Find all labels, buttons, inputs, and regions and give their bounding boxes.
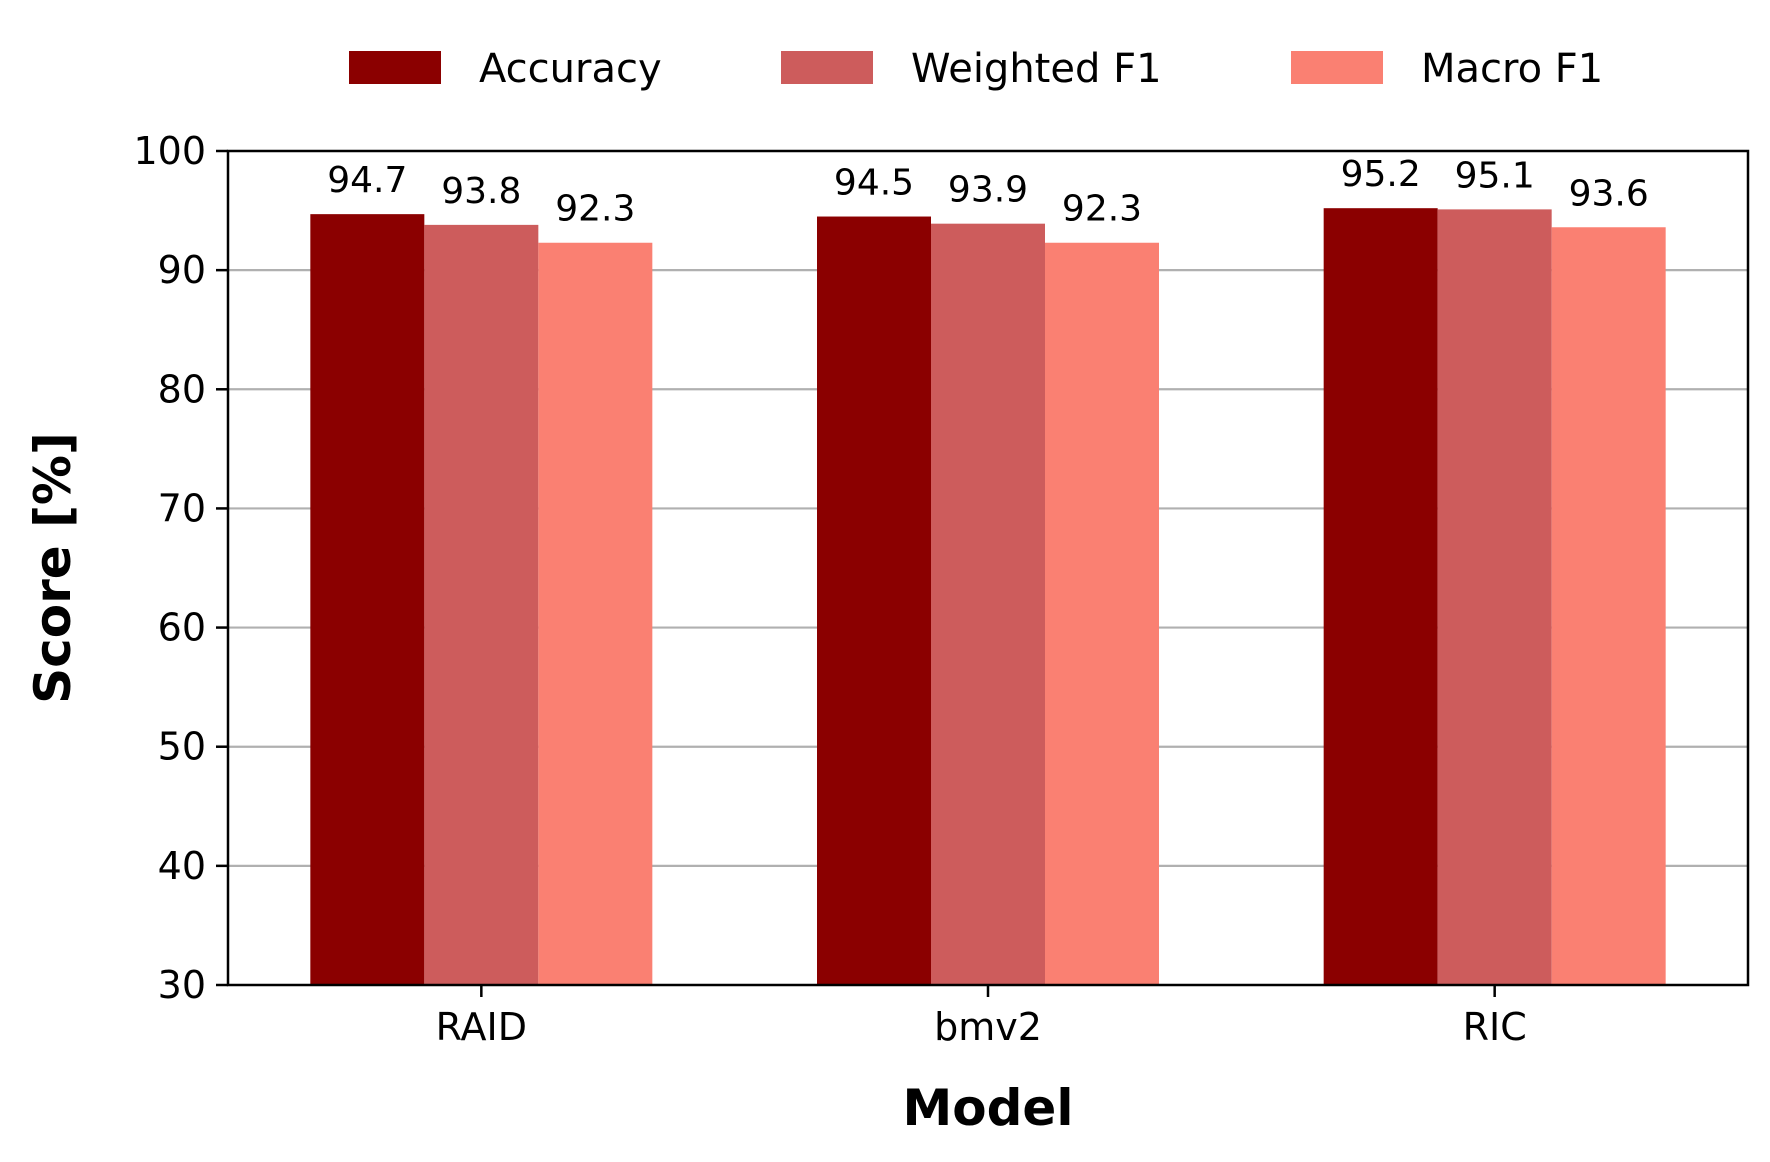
legend-swatch (349, 51, 441, 84)
bar (1045, 242, 1159, 986)
legend-swatch (781, 51, 873, 84)
y-tick-label: 100 (133, 129, 206, 173)
data-label: 93.6 (1569, 173, 1649, 214)
legend-label: Macro F1 (1421, 46, 1603, 92)
y-tick-label: 80 (158, 367, 206, 411)
bar (538, 242, 653, 986)
data-label: 95.2 (1341, 154, 1421, 195)
data-label: 92.3 (555, 189, 635, 230)
bar (1323, 208, 1438, 985)
data-label: 94.7 (327, 160, 407, 201)
y-tick-label: 40 (158, 844, 206, 888)
y-tick-label: 60 (158, 606, 206, 650)
bar (817, 216, 931, 985)
y-tick-label: 70 (158, 486, 206, 530)
data-label: 94.5 (834, 163, 914, 204)
data-label: 92.3 (1062, 189, 1142, 230)
legend: Accuracy Weighted F1 Macro F1 (349, 46, 1603, 92)
legend-swatch (1291, 51, 1383, 84)
y-axis: 30 40 50 60 70 80 90 100 (133, 129, 228, 1007)
bar (1437, 209, 1552, 985)
bar (310, 214, 425, 985)
legend-label: Weighted F1 (911, 46, 1162, 92)
y-tick-label: 30 (158, 963, 206, 1007)
data-label: 93.9 (948, 170, 1028, 211)
x-tick-label: RIC (1463, 1005, 1527, 1049)
y-tick-label: 50 (158, 725, 206, 769)
bar (931, 223, 1045, 986)
bars (310, 208, 1666, 986)
x-axis-title: Model (903, 1079, 1074, 1137)
legend-label: Accuracy (479, 46, 662, 92)
bar (424, 224, 539, 985)
data-labels: 94.7 93.8 92.3 94.5 93.9 92.3 95.2 95.1 93.6 (327, 154, 1648, 230)
x-tick-label: bmv2 (934, 1005, 1042, 1049)
x-axis: RAID bmv2 RIC (436, 985, 1527, 1049)
data-label: 95.1 (1455, 155, 1535, 196)
x-tick-label: RAID (436, 1005, 527, 1049)
bar (1551, 227, 1666, 985)
y-axis-title: Score [%] (24, 432, 82, 704)
data-label: 93.8 (441, 171, 521, 212)
y-tick-label: 90 (158, 248, 206, 292)
